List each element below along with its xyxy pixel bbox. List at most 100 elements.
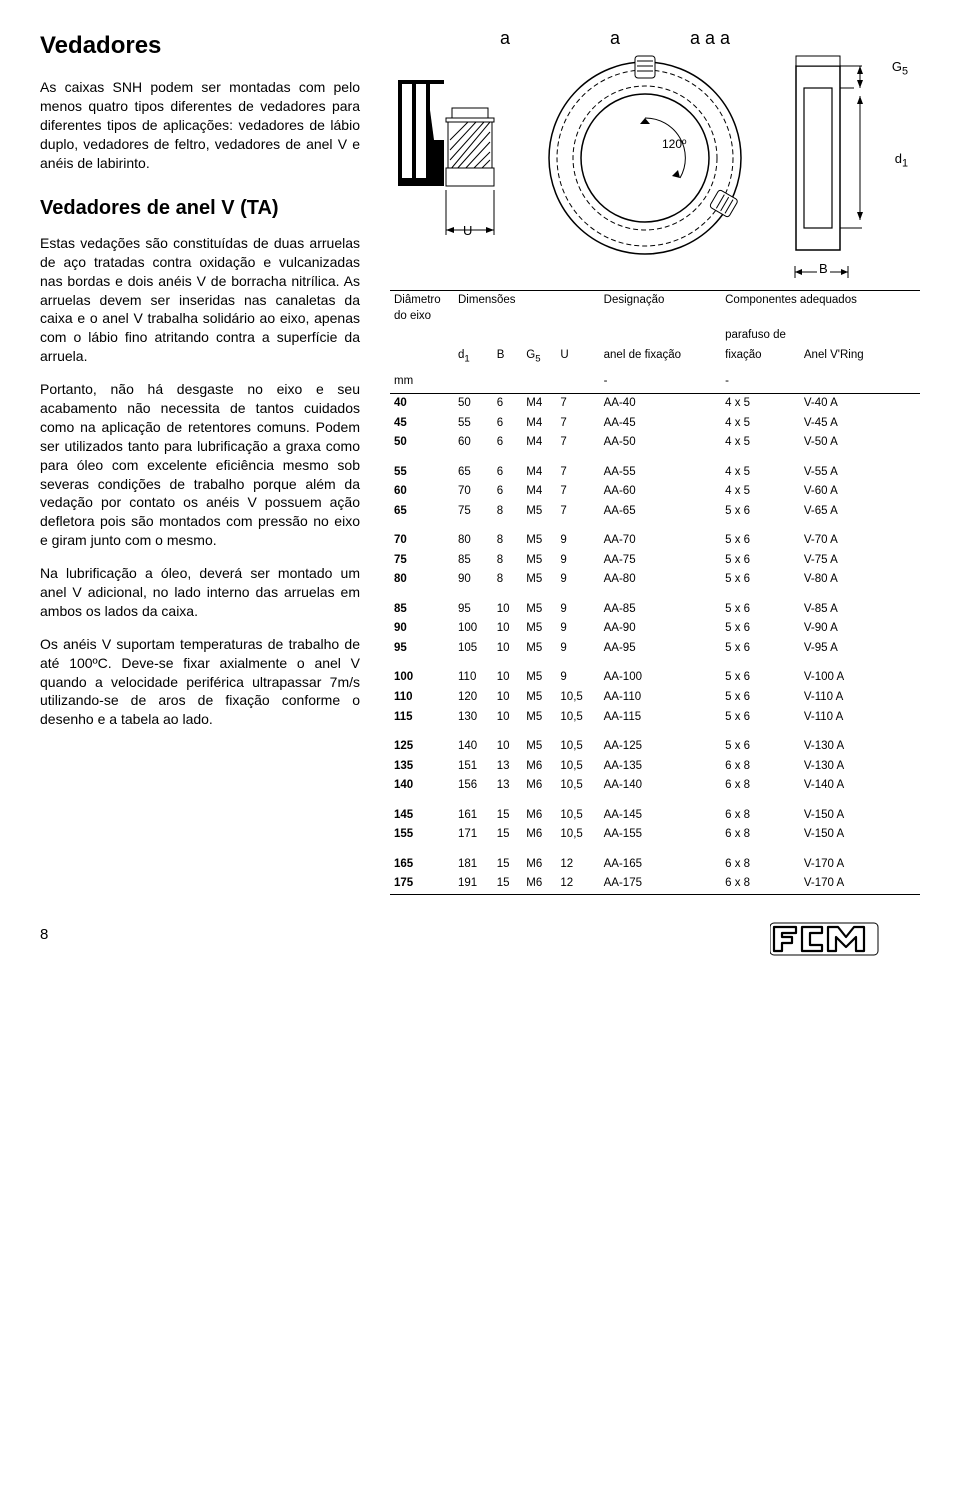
table-row: 65758M57AA-655 x 6V-65 A — [390, 502, 920, 522]
table-row — [390, 521, 920, 531]
table-cell: AA-145 — [600, 806, 721, 826]
table-cell: AA-60 — [600, 482, 721, 502]
table-cell: V-40 A — [800, 394, 920, 414]
table-cell: AA-70 — [600, 531, 721, 551]
table-cell: V-55 A — [800, 463, 920, 483]
table-cell: M5 — [522, 688, 556, 708]
table-cell: M4 — [522, 482, 556, 502]
table-cell: M5 — [522, 668, 556, 688]
table-cell: 7 — [556, 394, 599, 414]
table-cell: AA-75 — [600, 551, 721, 571]
table-cell: 5 x 6 — [721, 668, 800, 688]
table-cell: 4 x 5 — [721, 433, 800, 453]
table-cell: 7 — [556, 433, 599, 453]
table-cell: V-95 A — [800, 639, 920, 659]
table-cell: 15 — [493, 855, 523, 875]
table-cell: 5 x 6 — [721, 737, 800, 757]
table-cell: M5 — [522, 619, 556, 639]
table-cell: V-70 A — [800, 531, 920, 551]
table-cell: AA-90 — [600, 619, 721, 639]
table-cell: 5 x 6 — [721, 570, 800, 590]
table-cell: 5 x 6 — [721, 531, 800, 551]
table-cell: 60 — [454, 433, 493, 453]
table-cell: 7 — [556, 463, 599, 483]
table-cell: 5 x 6 — [721, 688, 800, 708]
table-cell: 15 — [493, 825, 523, 845]
table-cell: 6 x 8 — [721, 825, 800, 845]
table-cell: 95 — [390, 639, 454, 659]
table-row: 17519115M612AA-1756 x 8V-170 A — [390, 874, 920, 894]
table-cell: 9 — [556, 639, 599, 659]
table-row — [390, 658, 920, 668]
table-cell: V-110 A — [800, 708, 920, 728]
table-cell: 156 — [454, 776, 493, 796]
table-cell: M5 — [522, 600, 556, 620]
table-cell: V-80 A — [800, 570, 920, 590]
table-cell: AA-140 — [600, 776, 721, 796]
table-cell: M5 — [522, 708, 556, 728]
table-cell: V-170 A — [800, 855, 920, 875]
table-row — [390, 796, 920, 806]
table-row: 16518115M612AA-1656 x 8V-170 A — [390, 855, 920, 875]
section-heading: Vedadores de anel V (TA) — [40, 195, 360, 222]
table-cell: AA-85 — [600, 600, 721, 620]
table-cell: 130 — [454, 708, 493, 728]
table-cell: M5 — [522, 639, 556, 659]
table-cell: V-130 A — [800, 757, 920, 777]
paragraph-2: Portanto, não há desgaste no eixo e seu … — [40, 380, 360, 550]
table-cell: 6 — [493, 482, 523, 502]
table-cell: M4 — [522, 414, 556, 434]
table-cell: 5 x 6 — [721, 600, 800, 620]
table-cell: 10,5 — [556, 737, 599, 757]
table-cell: 110 — [390, 688, 454, 708]
label-G5: G5 — [892, 58, 908, 79]
th-mm: mm — [390, 372, 454, 394]
spec-table: Diâmetro do eixo Dimensões Designação Co… — [390, 290, 920, 895]
table-cell: 145 — [390, 806, 454, 826]
table-row — [390, 727, 920, 737]
label-B: B — [817, 260, 830, 278]
table-cell: 12 — [556, 855, 599, 875]
table-cell: 4 x 5 — [721, 394, 800, 414]
table-cell: M5 — [522, 502, 556, 522]
table-row — [390, 590, 920, 600]
table-row: 60706M47AA-604 x 5V-60 A — [390, 482, 920, 502]
ring-side-icon — [778, 48, 868, 258]
table-row — [390, 845, 920, 855]
table-cell: 100 — [390, 668, 454, 688]
table-cell: M5 — [522, 570, 556, 590]
paragraph-1: Estas vedações são constituídas de duas … — [40, 234, 360, 366]
table-cell: 8 — [493, 531, 523, 551]
label-a2: a — [610, 26, 620, 50]
table-cell: 140 — [454, 737, 493, 757]
table-cell: 6 x 8 — [721, 855, 800, 875]
table-row: 11012010M510,5AA-1105 x 6V-110 A — [390, 688, 920, 708]
table-cell: 9 — [556, 619, 599, 639]
table-cell: V-65 A — [800, 502, 920, 522]
table-cell: M5 — [522, 551, 556, 571]
table-cell: 175 — [390, 874, 454, 894]
table-cell: M6 — [522, 855, 556, 875]
table-cell: M5 — [522, 737, 556, 757]
table-cell: AA-65 — [600, 502, 721, 522]
table-cell: 165 — [390, 855, 454, 875]
table-cell: 191 — [454, 874, 493, 894]
table-cell: M4 — [522, 463, 556, 483]
ring-front-icon — [540, 48, 750, 258]
table-cell: M4 — [522, 433, 556, 453]
table-body: 40506M47AA-404 x 5V-40 A45556M47AA-454 x… — [390, 394, 920, 894]
table-row: 45556M47AA-454 x 5V-45 A — [390, 414, 920, 434]
table-cell: 6 — [493, 394, 523, 414]
table-row: 15517115M610,5AA-1556 x 8V-150 A — [390, 825, 920, 845]
table-cell: V-130 A — [800, 737, 920, 757]
table-cell: 10 — [493, 639, 523, 659]
table-cell: V-140 A — [800, 776, 920, 796]
table-cell: 7 — [556, 482, 599, 502]
th-anelfix: anel de fixação — [600, 346, 721, 372]
table-cell: 110 — [454, 668, 493, 688]
table-cell: AA-110 — [600, 688, 721, 708]
table-cell: 80 — [454, 531, 493, 551]
table-cell: 13 — [493, 757, 523, 777]
table-cell: 6 — [493, 414, 523, 434]
table-cell: 70 — [454, 482, 493, 502]
